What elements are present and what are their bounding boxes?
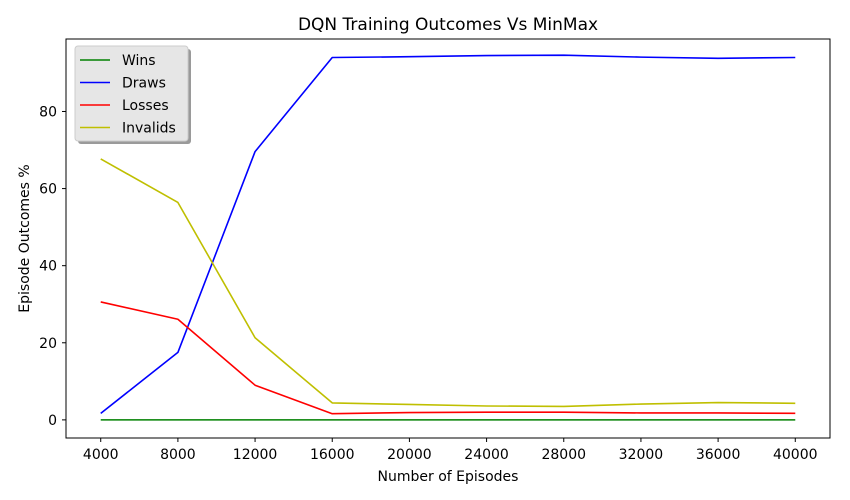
series-line-draws [100, 54, 796, 414]
x-tick-label: 24000 [464, 447, 509, 463]
x-tick-label: 36000 [696, 447, 741, 463]
series-line-losses [100, 301, 796, 415]
chart-title: DQN Training Outcomes Vs MinMax [298, 15, 598, 35]
x-tick-label: 28000 [541, 447, 586, 463]
legend-label-draws: Draws [122, 76, 166, 92]
y-tick-label: 40 [39, 259, 57, 275]
y-tick-label: 60 [39, 182, 57, 198]
x-tick-label: 4000 [83, 447, 119, 463]
series-layer [100, 54, 796, 421]
legend-box [74, 45, 189, 142]
legend-label-losses: Losses [122, 98, 169, 114]
y-axis: 0 20 40 60 80 [39, 104, 66, 429]
legend: Wins Draws Losses Invalids [74, 45, 191, 144]
y-tick-label: 0 [48, 413, 57, 429]
x-tick-label: 20000 [387, 447, 432, 463]
y-axis-label: Episode Outcomes % [17, 164, 33, 312]
x-tick-label: 8000 [160, 447, 196, 463]
legend-label-invalids: Invalids [122, 121, 176, 137]
y-tick-label: 20 [39, 336, 57, 352]
x-axis-label: Number of Episodes [378, 469, 519, 485]
x-tick-label: 40000 [773, 447, 818, 463]
plot-area [65, 38, 831, 439]
legend-label-wins: Wins [122, 53, 156, 69]
series-line-invalids [100, 158, 796, 408]
x-tick-label: 12000 [233, 447, 278, 463]
x-tick-label: 16000 [310, 447, 355, 463]
x-axis: 4000 8000 12000 16000 20000 24000 28000 32000 36… [83, 438, 818, 463]
y-tick-label: 80 [39, 104, 57, 120]
x-tick-label: 32000 [619, 447, 664, 463]
